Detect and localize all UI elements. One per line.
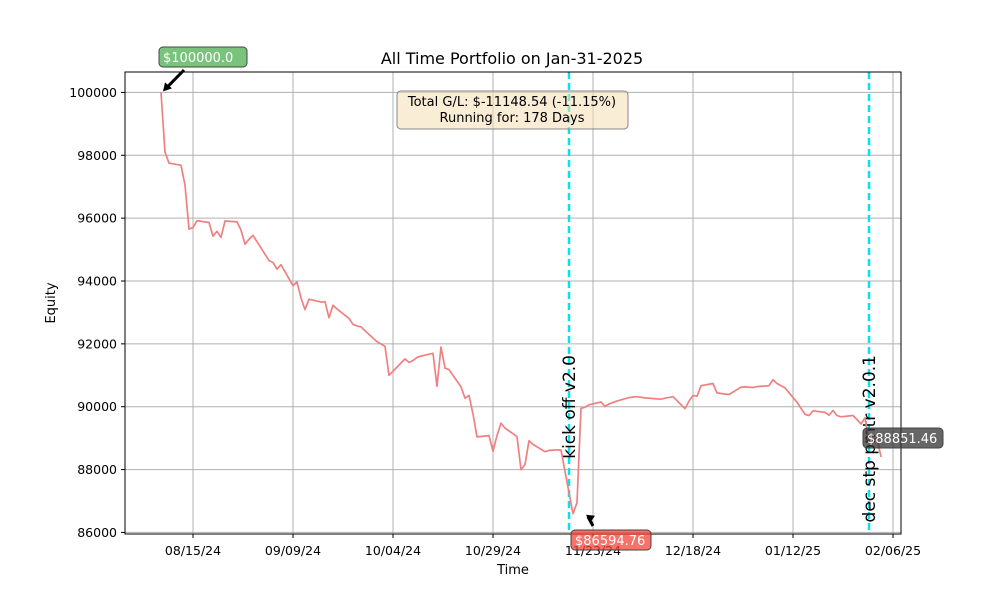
info-box-bg (396, 90, 629, 130)
series-layer (160, 92, 882, 515)
annotation-box (158, 46, 248, 68)
y-tick-label: 98000 (77, 148, 117, 163)
annotations: $100000.0 $86594.76 $88851.46 (158, 46, 944, 551)
annotation-label: $100000.0 (163, 51, 233, 66)
event-line-label: kick off v2.0 (560, 355, 580, 459)
y-tick-label: 100000 (69, 85, 117, 100)
x-tick-label: 12/18/24 (665, 543, 721, 558)
x-tick-label: 09/09/24 (265, 543, 321, 558)
plot-frame (124, 71, 902, 535)
annotation-box (862, 427, 944, 449)
info-box-running: Running for: 178 Days (440, 111, 585, 126)
x-tick-label: 02/06/25 (865, 543, 921, 558)
x-tick-label: 10/29/24 (465, 543, 521, 558)
axis-ticks: 08/15/2409/09/2410/04/2410/29/2411/23/24… (69, 85, 921, 558)
annotation-arrowhead (163, 82, 172, 92)
y-tick-label: 90000 (77, 399, 117, 414)
annotation-arrowhead (586, 514, 595, 523)
x-tick-label: 01/12/25 (765, 543, 821, 558)
grid (125, 72, 901, 534)
equity-line (160, 92, 882, 515)
annotation-label: $88851.46 (867, 432, 937, 447)
x-tick-label: 10/04/24 (365, 543, 421, 558)
annotation-box (570, 529, 652, 551)
y-tick-label: 94000 (77, 274, 117, 289)
y-tick-label: 86000 (77, 525, 117, 540)
y-tick-label: 88000 (77, 462, 117, 477)
annotation-label: $86594.76 (575, 534, 645, 549)
x-tick-label: 08/15/24 (165, 543, 221, 558)
x-axis-title: Time (496, 563, 529, 578)
info-box: Total G/L: $-11148.54 (-11.15%) Running … (396, 90, 629, 130)
chart-title: All Time Portfolio on Jan-31-2025 (381, 49, 643, 68)
y-tick-label: 96000 (77, 211, 117, 226)
info-box-gl: Total G/L: $-11148.54 (-11.15%) (407, 95, 616, 110)
y-tick-label: 92000 (77, 336, 117, 351)
y-axis-title: Equity (44, 282, 59, 323)
